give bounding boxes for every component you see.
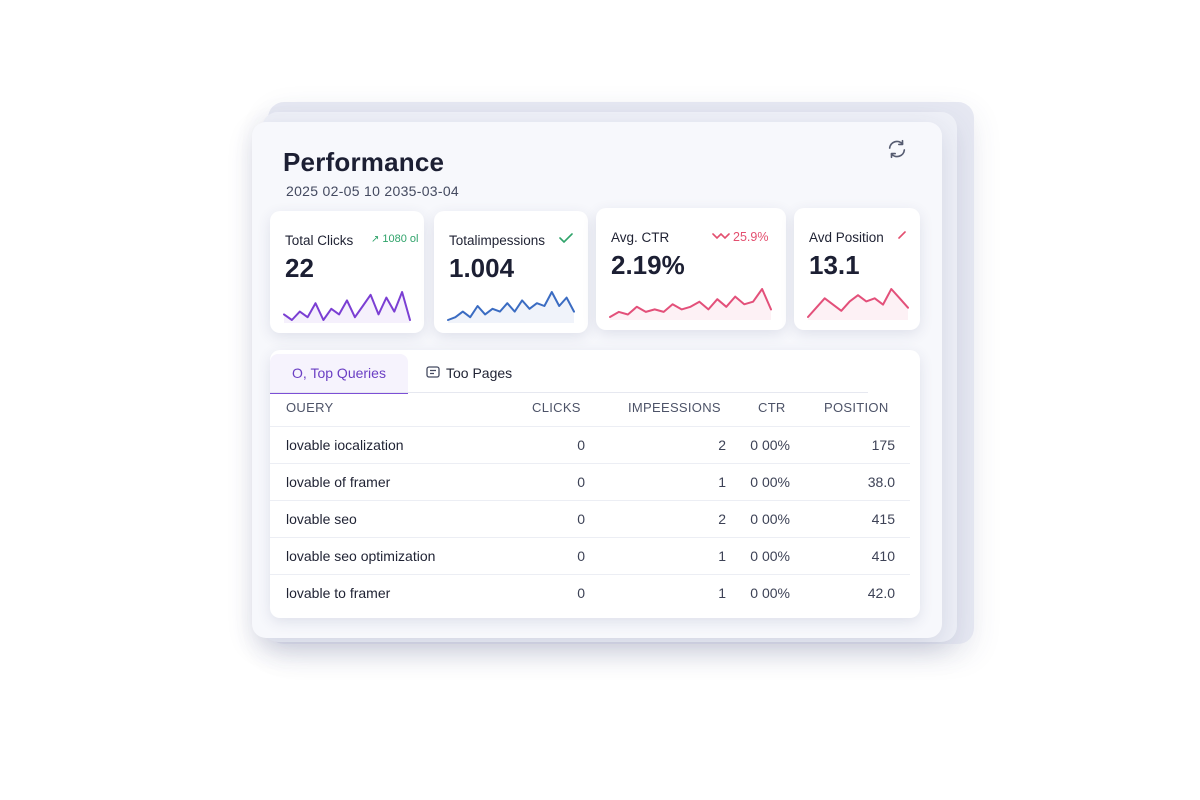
query-cell: lovable seo xyxy=(286,511,357,527)
table-row[interactable]: lovable to framer 0 1 0 00% 42.0 xyxy=(270,574,910,611)
tab-top-queries[interactable]: O, Top Queries xyxy=(270,354,408,394)
metric-change-value: 1080 ol xyxy=(382,233,419,245)
sparkline-area xyxy=(808,289,908,320)
table-row[interactable]: lovable of framer 0 1 0 00% 38.0 xyxy=(270,463,910,500)
trend-up-icon: ↗ xyxy=(371,233,380,245)
metric-value: 1.004 xyxy=(449,253,515,283)
sparkline-impressions xyxy=(447,291,575,323)
position-cell: 410 xyxy=(871,548,895,564)
divider xyxy=(270,392,868,393)
metric-card-avg-ctr[interactable]: Avg. CTR 25.9% 2.19% xyxy=(596,208,786,330)
sparkline-line xyxy=(447,291,575,321)
position-cell: 42.0 xyxy=(867,585,895,601)
table-row[interactable]: lovable iocalization 0 2 0 00% 175 xyxy=(270,426,910,463)
query-cell: lovable of framer xyxy=(286,474,391,490)
column-header-ctr[interactable]: CTR xyxy=(758,400,786,415)
table-row[interactable]: lovable seo optimization 0 1 0 00% 410 xyxy=(270,537,910,574)
impressions-cell: 2 xyxy=(718,511,726,527)
metric-change: ↗ 1080 ol xyxy=(371,233,418,245)
metric-value: 2.19% xyxy=(611,250,685,280)
impressions-cell: 2 xyxy=(718,437,726,453)
ctr-cell: 0 00% xyxy=(750,585,790,601)
impressions-cell: 1 xyxy=(718,474,726,490)
position-cell: 415 xyxy=(871,511,895,527)
page-title: Performance xyxy=(283,147,445,177)
metric-change xyxy=(898,230,906,242)
query-cell: lovable to framer xyxy=(286,585,391,601)
table-header: OUERY CLICKS IMPEESSIONS CTR POSITION xyxy=(270,400,910,424)
impressions-cell: 1 xyxy=(718,548,726,564)
position-cell: 38.0 xyxy=(867,474,895,490)
page-icon xyxy=(426,365,440,381)
metric-value: 13.1 xyxy=(809,250,860,280)
clicks-cell: 0 xyxy=(577,474,585,490)
clicks-cell: 0 xyxy=(577,585,585,601)
clicks-cell: 0 xyxy=(577,511,585,527)
sparkline-clicks xyxy=(283,291,411,323)
date-range: 2025 02-05 10 2035-03-04 xyxy=(286,183,460,199)
metric-label: Totalimpessions xyxy=(449,233,546,248)
column-header-impressions[interactable]: IMPEESSIONS xyxy=(628,400,721,415)
ctr-cell: 0 00% xyxy=(750,548,790,564)
metric-card-avg-position[interactable]: Avd Position 13.1 xyxy=(794,208,920,330)
clicks-cell: 0 xyxy=(577,548,585,564)
metric-change xyxy=(559,233,573,246)
queries-table-card: O, Top Queries Too Pages OUERY CLICKS IM… xyxy=(270,350,920,618)
ctr-cell: 0 00% xyxy=(750,474,790,490)
tab-bar: O, Top Queries Too Pages xyxy=(270,350,920,394)
metric-label: Avd Position xyxy=(809,230,884,245)
performance-card: Performance 2025 02-05 10 2035-03-04 Tot… xyxy=(252,122,942,638)
clicks-cell: 0 xyxy=(577,437,585,453)
position-cell: 175 xyxy=(871,437,895,453)
ctr-cell: 0 00% xyxy=(750,511,790,527)
trend-wave-icon xyxy=(712,230,730,244)
query-cell: lovable iocalization xyxy=(286,437,404,453)
tab-label: O, Top Queries xyxy=(292,365,386,381)
tab-top-pages[interactable]: Too Pages xyxy=(426,354,512,392)
sparkline-position xyxy=(807,288,909,320)
column-header-clicks[interactable]: CLICKS xyxy=(532,400,581,415)
trend-up-icon xyxy=(898,230,906,242)
sparkline-ctr xyxy=(609,288,772,320)
sparkline-line xyxy=(807,288,909,318)
sparkline-line xyxy=(283,291,411,321)
table-row[interactable]: lovable seo 0 2 0 00% 415 xyxy=(270,500,910,537)
metric-change-value: 25.9% xyxy=(733,230,769,244)
query-cell: lovable seo optimization xyxy=(286,548,436,564)
metric-label: Total Clicks xyxy=(285,233,354,248)
ctr-cell: 0 00% xyxy=(750,437,790,453)
checkmark-icon xyxy=(559,233,573,246)
impressions-cell: 1 xyxy=(718,585,726,601)
metric-card-total-impressions[interactable]: Totalimpessions 1.004 xyxy=(434,211,588,333)
sparkline-area xyxy=(610,289,771,320)
sparkline-line xyxy=(609,288,772,318)
metric-label: Avg. CTR xyxy=(611,230,670,245)
metric-card-total-clicks[interactable]: Total Clicks ↗ 1080 ol 22 xyxy=(270,211,424,333)
refresh-button[interactable] xyxy=(882,134,912,164)
tab-label: Too Pages xyxy=(446,365,513,381)
column-header-query[interactable]: OUERY xyxy=(286,400,334,415)
refresh-icon xyxy=(888,139,906,159)
metric-value: 22 xyxy=(285,253,314,283)
metric-change: 25.9% xyxy=(712,230,768,244)
column-header-position[interactable]: POSITION xyxy=(824,400,889,415)
